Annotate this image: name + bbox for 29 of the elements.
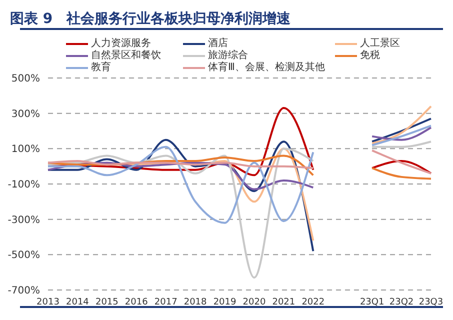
y-tick-label: 300% [11, 108, 40, 120]
y-tick-label: -500% [8, 250, 40, 262]
x-tick-label: 2015 [95, 297, 118, 308]
x-tick-label: 2013 [36, 297, 60, 308]
y-tick-label: -100% [8, 180, 40, 191]
legend-label: 免税 [360, 50, 380, 62]
x-tick-label: 2016 [124, 297, 148, 308]
legend-label: 教育 [91, 62, 111, 74]
x-tick-label: 2014 [66, 297, 90, 308]
legend-label: 自然景区和餐饮 [91, 50, 161, 62]
legend-label: 体育Ⅲ、会展、检测及其他 [208, 62, 325, 74]
legend-label: 酒店 [208, 38, 228, 50]
y-tick-label: -300% [8, 214, 40, 226]
x-tick-label: 23Q1 [360, 297, 384, 308]
x-tick-label: 2019 [213, 297, 236, 308]
y-tick-label: -700% [8, 286, 40, 297]
x-tick-label: 2020 [242, 297, 266, 308]
legend-label: 人力资源服务 [91, 38, 151, 50]
y-tick-label: 100% [11, 144, 40, 156]
legend-label: 人工景区 [360, 38, 400, 50]
x-tick-label: 2017 [154, 297, 178, 308]
legend-label: 旅游综合 [208, 50, 248, 62]
x-tick-label: 2018 [184, 297, 208, 308]
y-tick-label: 500% [11, 74, 40, 85]
x-tick-label: 2022 [302, 297, 325, 308]
chart-title: 图表 9 社会服务行业各板块归母净利润增速 [9, 10, 292, 27]
x-tick-label: 23Q2 [389, 297, 414, 308]
x-tick-label: 23Q3 [418, 297, 444, 308]
x-tick-label: 2021 [272, 297, 296, 308]
